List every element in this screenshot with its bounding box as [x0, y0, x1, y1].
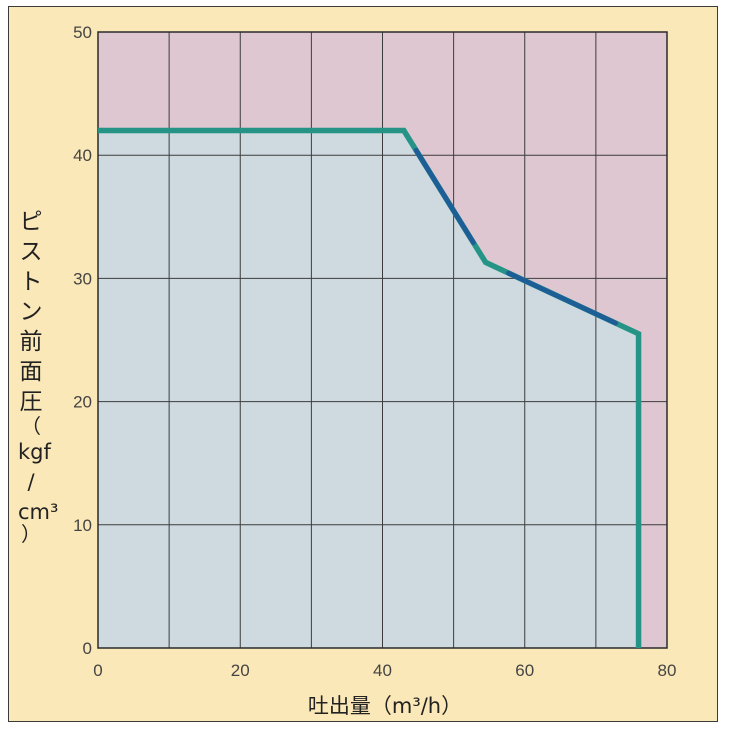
- series-line-segment: [506, 270, 619, 326]
- y-tick-label: 30: [73, 269, 92, 288]
- series-line-underlay: [98, 127, 642, 648]
- y-label-char: 圧: [19, 389, 43, 415]
- y-label-unit-slash: /: [27, 470, 35, 494]
- y-axis-label: ピ ス ト ン 前 面 圧 （ kgf / cm³ ）: [18, 207, 58, 546]
- y-label-char: ト: [19, 269, 43, 295]
- y-tick-label: 0: [83, 639, 92, 658]
- plot-border: [97, 31, 668, 649]
- x-axis-label: 吐出量（m³/h）: [307, 694, 463, 718]
- y-label-char: 前: [19, 329, 43, 355]
- x-tick-label: 0: [93, 661, 102, 680]
- y-tick-label: 20: [73, 393, 92, 412]
- y-tick-label: 50: [73, 23, 92, 42]
- y-label-char: 面: [19, 359, 43, 385]
- x-tick-label: 20: [231, 661, 250, 680]
- y-label-char: ン: [19, 299, 43, 325]
- y-tick-label: 10: [73, 516, 92, 535]
- series-line-segment: [413, 147, 476, 246]
- x-tick-label: 40: [373, 661, 392, 680]
- x-tick-label: 60: [515, 661, 534, 680]
- y-tick-label: 40: [73, 146, 92, 165]
- y-label-char: ス: [19, 239, 43, 265]
- y-label-char: ピ: [19, 209, 43, 235]
- area-under-curve: [98, 130, 639, 648]
- x-tick-label: 80: [658, 661, 677, 680]
- y-label-open-paren: （: [21, 414, 41, 438]
- y-label-close-paren: ）: [21, 522, 41, 546]
